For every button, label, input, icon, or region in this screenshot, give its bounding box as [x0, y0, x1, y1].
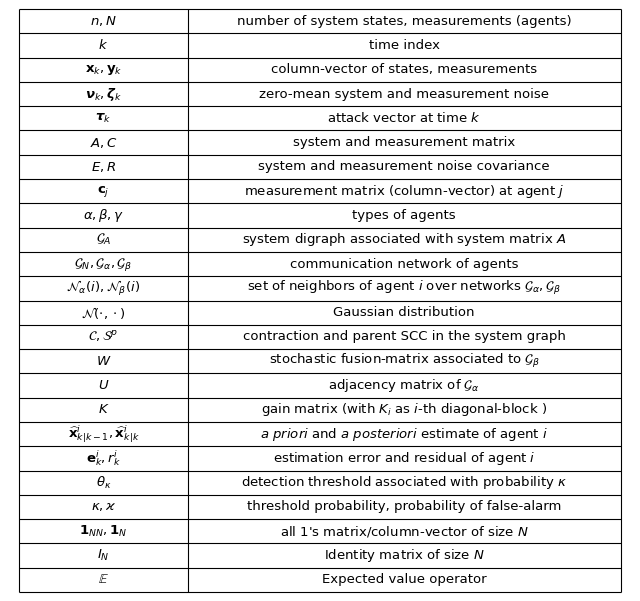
Text: $\alpha, \beta, \gamma$: $\alpha, \beta, \gamma$ — [83, 207, 124, 224]
Text: zero-mean system and measurement noise: zero-mean system and measurement noise — [259, 88, 549, 100]
Text: $K$: $K$ — [98, 403, 109, 416]
Text: gain matrix (with $K_i$ as $i$-th diagonal-block ): gain matrix (with $K_i$ as $i$-th diagon… — [261, 401, 547, 418]
Text: system digraph associated with system matrix $A$: system digraph associated with system ma… — [242, 231, 566, 248]
Text: number of system states, measurements (agents): number of system states, measurements (a… — [237, 14, 572, 28]
Text: $\widehat{\mathbf{x}}^i_{k|k-1}, \widehat{\mathbf{x}}^i_{k|k}$: $\widehat{\mathbf{x}}^i_{k|k-1}, \wideha… — [68, 423, 140, 445]
Text: system and measurement matrix: system and measurement matrix — [293, 136, 515, 149]
Text: $\kappa, \varkappa$: $\kappa, \varkappa$ — [91, 501, 116, 513]
Text: $\theta_\kappa$: $\theta_\kappa$ — [95, 475, 111, 491]
Text: Expected value operator: Expected value operator — [322, 573, 486, 587]
Text: stochastic fusion-matrix associated to $\mathcal{G}_\beta$: stochastic fusion-matrix associated to $… — [269, 352, 540, 370]
Text: $\boldsymbol{\tau}_k$: $\boldsymbol{\tau}_k$ — [95, 112, 111, 125]
Text: $n, N$: $n, N$ — [90, 14, 117, 28]
Text: $\mathcal{G}_A$: $\mathcal{G}_A$ — [95, 232, 111, 248]
Text: contraction and parent SCC in the system graph: contraction and parent SCC in the system… — [243, 331, 566, 343]
Text: $\mathcal{N}_\alpha(i), \mathcal{N}_\beta(i)$: $\mathcal{N}_\alpha(i), \mathcal{N}_\bet… — [67, 279, 140, 298]
Text: $E, R$: $E, R$ — [91, 160, 116, 174]
Text: $\boldsymbol{\nu}_k, \boldsymbol{\zeta}_k$: $\boldsymbol{\nu}_k, \boldsymbol{\zeta}_… — [84, 85, 122, 103]
Text: Gaussian distribution: Gaussian distribution — [333, 306, 475, 319]
Text: $U$: $U$ — [98, 379, 109, 392]
Text: all 1's matrix/column-vector of size $N$: all 1's matrix/column-vector of size $N$ — [280, 523, 529, 538]
Text: $\mathbf{x}_k, \mathbf{y}_k$: $\mathbf{x}_k, \mathbf{y}_k$ — [84, 63, 122, 77]
Text: $\mathcal{G}_N, \mathcal{G}_\alpha, \mathcal{G}_\beta$: $\mathcal{G}_N, \mathcal{G}_\alpha, \mat… — [74, 255, 132, 273]
Text: $\mathcal{C}, \mathcal{S}^p$: $\mathcal{C}, \mathcal{S}^p$ — [88, 329, 118, 344]
Text: Identity matrix of size $N$: Identity matrix of size $N$ — [324, 547, 484, 564]
Text: $\mathcal{N}(\cdot, \cdot)$: $\mathcal{N}(\cdot, \cdot)$ — [81, 305, 125, 321]
Text: column-vector of states, measurements: column-vector of states, measurements — [271, 63, 538, 76]
Text: $\mathit{a\ priori}$ and $\mathit{a\ posteriori}$ estimate of agent $i$: $\mathit{a\ priori}$ and $\mathit{a\ pos… — [260, 426, 548, 442]
Text: communication network of agents: communication network of agents — [290, 258, 518, 270]
Text: $A, C$: $A, C$ — [90, 136, 117, 150]
Text: $k$: $k$ — [99, 38, 108, 52]
Text: $\mathbf{1}_{NN}, \mathbf{1}_N$: $\mathbf{1}_{NN}, \mathbf{1}_N$ — [79, 523, 127, 539]
Text: adjacency matrix of $\mathcal{G}_\alpha$: adjacency matrix of $\mathcal{G}_\alpha$ — [328, 377, 480, 394]
Text: measurement matrix (column-vector) at agent $j$: measurement matrix (column-vector) at ag… — [244, 183, 564, 200]
Text: detection threshold associated with probability $\kappa$: detection threshold associated with prob… — [241, 474, 567, 491]
Text: $\mathbb{E}$: $\mathbb{E}$ — [98, 573, 109, 587]
Text: attack vector at time $k$: attack vector at time $k$ — [327, 111, 481, 126]
Text: estimation error and residual of agent $i$: estimation error and residual of agent $… — [273, 450, 536, 467]
Text: $I_N$: $I_N$ — [97, 548, 109, 563]
Text: threshold probability, probability of false-alarm: threshold probability, probability of fa… — [247, 501, 561, 513]
Text: $\mathbf{e}^i_k, r^i_k$: $\mathbf{e}^i_k, r^i_k$ — [86, 448, 121, 468]
Text: $\mathbf{c}_j$: $\mathbf{c}_j$ — [97, 184, 109, 199]
Text: types of agents: types of agents — [353, 209, 456, 222]
Text: set of neighbors of agent $i$ over networks $\mathcal{G}_\alpha, \mathcal{G}_\be: set of neighbors of agent $i$ over netwo… — [247, 279, 561, 297]
Text: system and measurement noise covariance: system and measurement noise covariance — [259, 160, 550, 174]
Text: time index: time index — [369, 39, 440, 52]
Text: $W$: $W$ — [95, 355, 111, 368]
